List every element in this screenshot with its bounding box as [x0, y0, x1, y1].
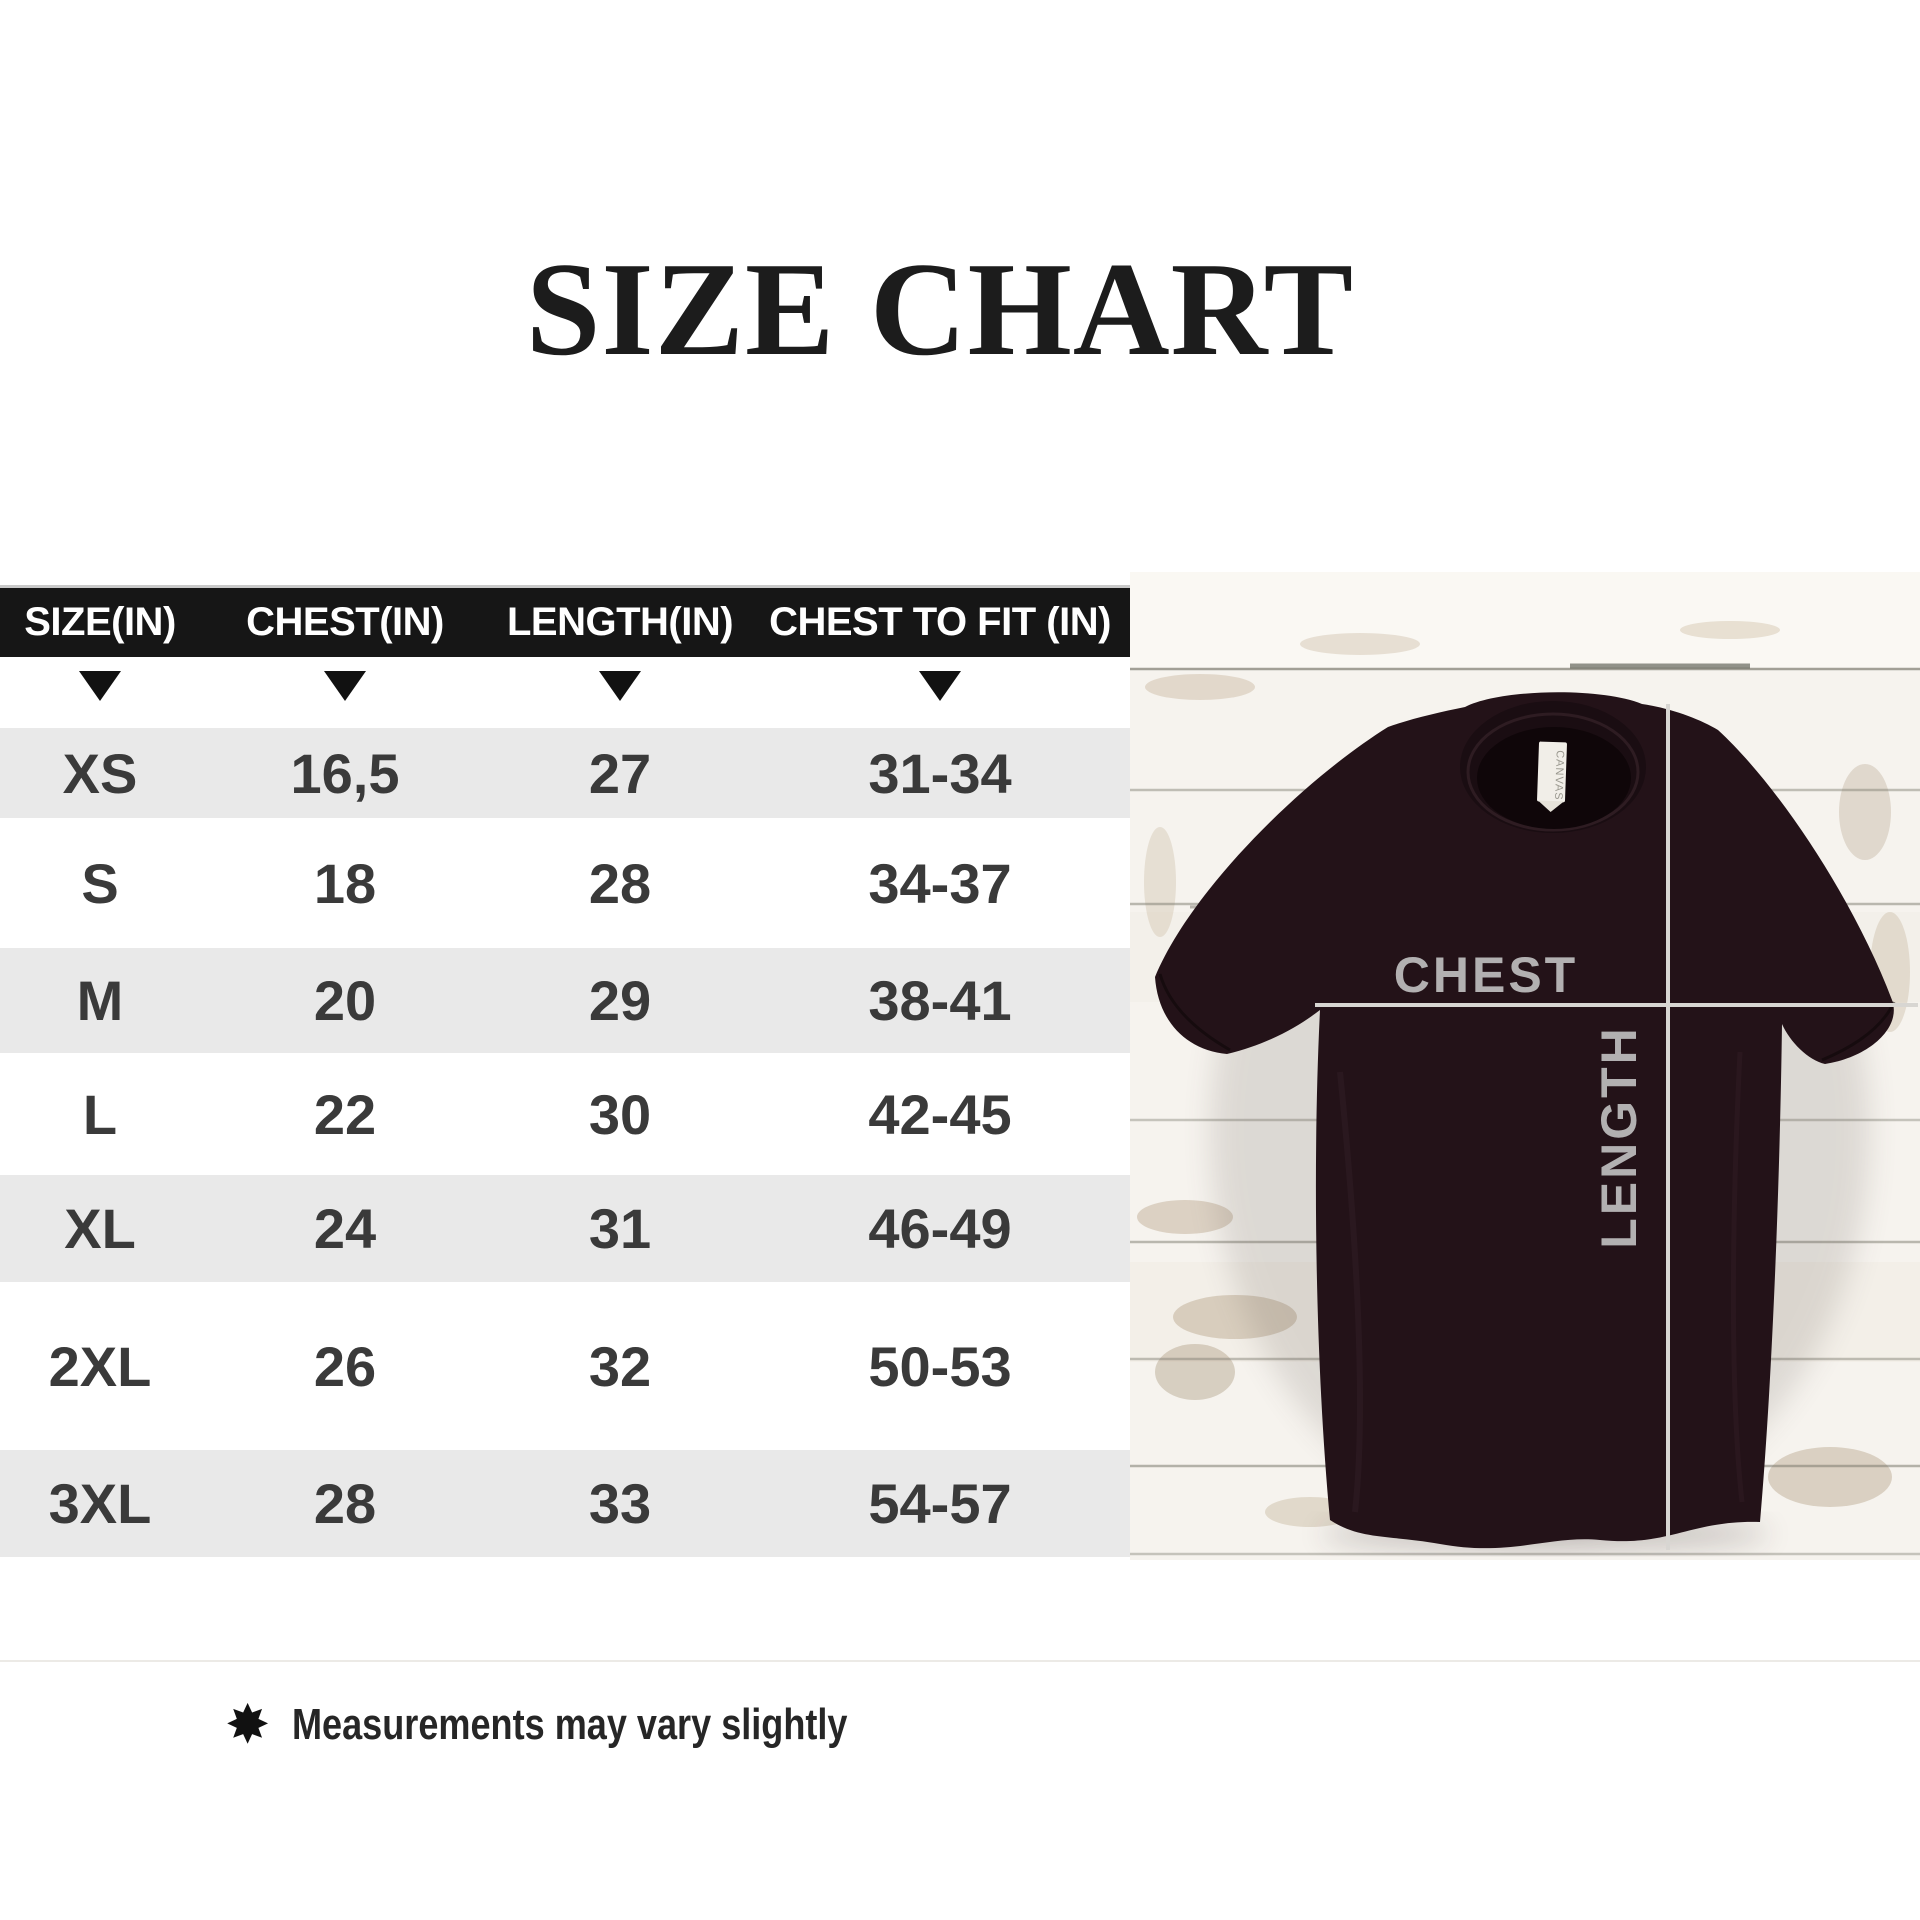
- cell-length: 27: [588, 741, 652, 805]
- cell-length: 33: [588, 1472, 652, 1535]
- cell-length: 28: [588, 851, 652, 915]
- fabric-fold: [1730, 1051, 1745, 1503]
- triangle-down-icon: [919, 671, 961, 701]
- cell-size: M: [76, 969, 124, 1032]
- table-row: XL 24 31 46-49: [0, 1175, 1130, 1282]
- left-cuff-seam: [1158, 973, 1231, 1052]
- length-label: LENGTH: [1591, 1025, 1647, 1249]
- cell-chest-to-fit: 50-53: [868, 1334, 1012, 1398]
- table-row: S 18 28 34-37: [0, 818, 1130, 948]
- cell-size: S: [81, 851, 119, 915]
- table-header-row: SIZE(IN) CHEST(IN) LENGTH(IN) CHEST TO F…: [0, 585, 1130, 657]
- cell-chest-to-fit: 34-37: [868, 851, 1012, 915]
- cell-chest-to-fit: 54-57: [868, 1472, 1012, 1535]
- triangle-down-icon: [79, 671, 121, 701]
- cell-chest-to-fit: 38-41: [868, 969, 1012, 1032]
- cell-chest: 20: [313, 969, 377, 1032]
- footnote: ✸ Measurements may vary slightly: [225, 1698, 970, 1752]
- footnote-text: Measurements may vary slightly: [292, 1700, 848, 1749]
- size-table: SIZE(IN) CHEST(IN) LENGTH(IN) CHEST TO F…: [0, 585, 1130, 1557]
- chest-label: CHEST: [1394, 947, 1578, 1003]
- cell-chest-to-fit: 31-34: [868, 741, 1012, 805]
- footnote-divider: [0, 1660, 1920, 1662]
- cell-size: 2XL: [48, 1334, 152, 1398]
- cell-length: 32: [588, 1334, 652, 1398]
- cell-chest: 28: [313, 1472, 377, 1535]
- table-row: XS 16,5 27 31-34: [0, 728, 1130, 818]
- table-row: L 22 30 42-45: [0, 1053, 1130, 1175]
- cell-chest: 18: [313, 851, 377, 915]
- cell-size: XL: [64, 1197, 136, 1260]
- cell-size: XS: [62, 741, 138, 805]
- cell-chest-to-fit: 46-49: [868, 1197, 1012, 1260]
- cell-chest: 26: [313, 1334, 377, 1398]
- collar-rib: [1466, 712, 1640, 832]
- measurement-guides: CHEST LENGTH: [1315, 704, 1918, 1550]
- table-row: 2XL 26 32 50-53: [0, 1282, 1130, 1450]
- tshirt: CANVAS: [1155, 692, 1896, 1549]
- cell-length: 29: [588, 969, 652, 1032]
- header-size: SIZE(IN): [24, 600, 176, 644]
- header-chest-to-fit: CHEST TO FIT (IN): [769, 600, 1111, 644]
- neck-tag: CANVAS: [1537, 741, 1567, 812]
- star-icon: ✸: [225, 1695, 271, 1755]
- cell-chest: 16,5: [290, 741, 400, 805]
- right-cuff-seam: [1821, 1001, 1896, 1062]
- cell-length: 30: [588, 1082, 652, 1146]
- page-title: SIZE CHART: [525, 235, 1355, 383]
- cell-size: 3XL: [48, 1472, 152, 1535]
- tag-label: CANVAS: [1552, 750, 1566, 801]
- tshirt-illustration: CANVAS CHEST LENGTH: [1130, 572, 1920, 1560]
- column-marker-row: [0, 657, 1130, 728]
- triangle-down-icon: [324, 671, 366, 701]
- cell-chest: 22: [313, 1082, 377, 1146]
- header-chest: CHEST(IN): [246, 600, 444, 644]
- cell-size: L: [82, 1082, 118, 1146]
- tshirt-measurement-photo: CANVAS CHEST LENGTH: [1130, 572, 1920, 1560]
- table-row: 3XL 28 33 54-57: [0, 1450, 1130, 1557]
- cell-length: 31: [588, 1197, 652, 1260]
- cell-chest-to-fit: 42-45: [868, 1082, 1012, 1146]
- header-length: LENGTH(IN): [506, 600, 734, 644]
- triangle-down-icon: [599, 671, 641, 701]
- cell-chest: 24: [313, 1197, 377, 1260]
- fabric-fold: [1337, 1071, 1363, 1513]
- table-body: XS 16,5 27 31-34 S 18 28 34-37 M 20 29 3…: [0, 728, 1130, 1557]
- table-row: M 20 29 38-41: [0, 948, 1130, 1053]
- tshirt-body: [1155, 692, 1894, 1549]
